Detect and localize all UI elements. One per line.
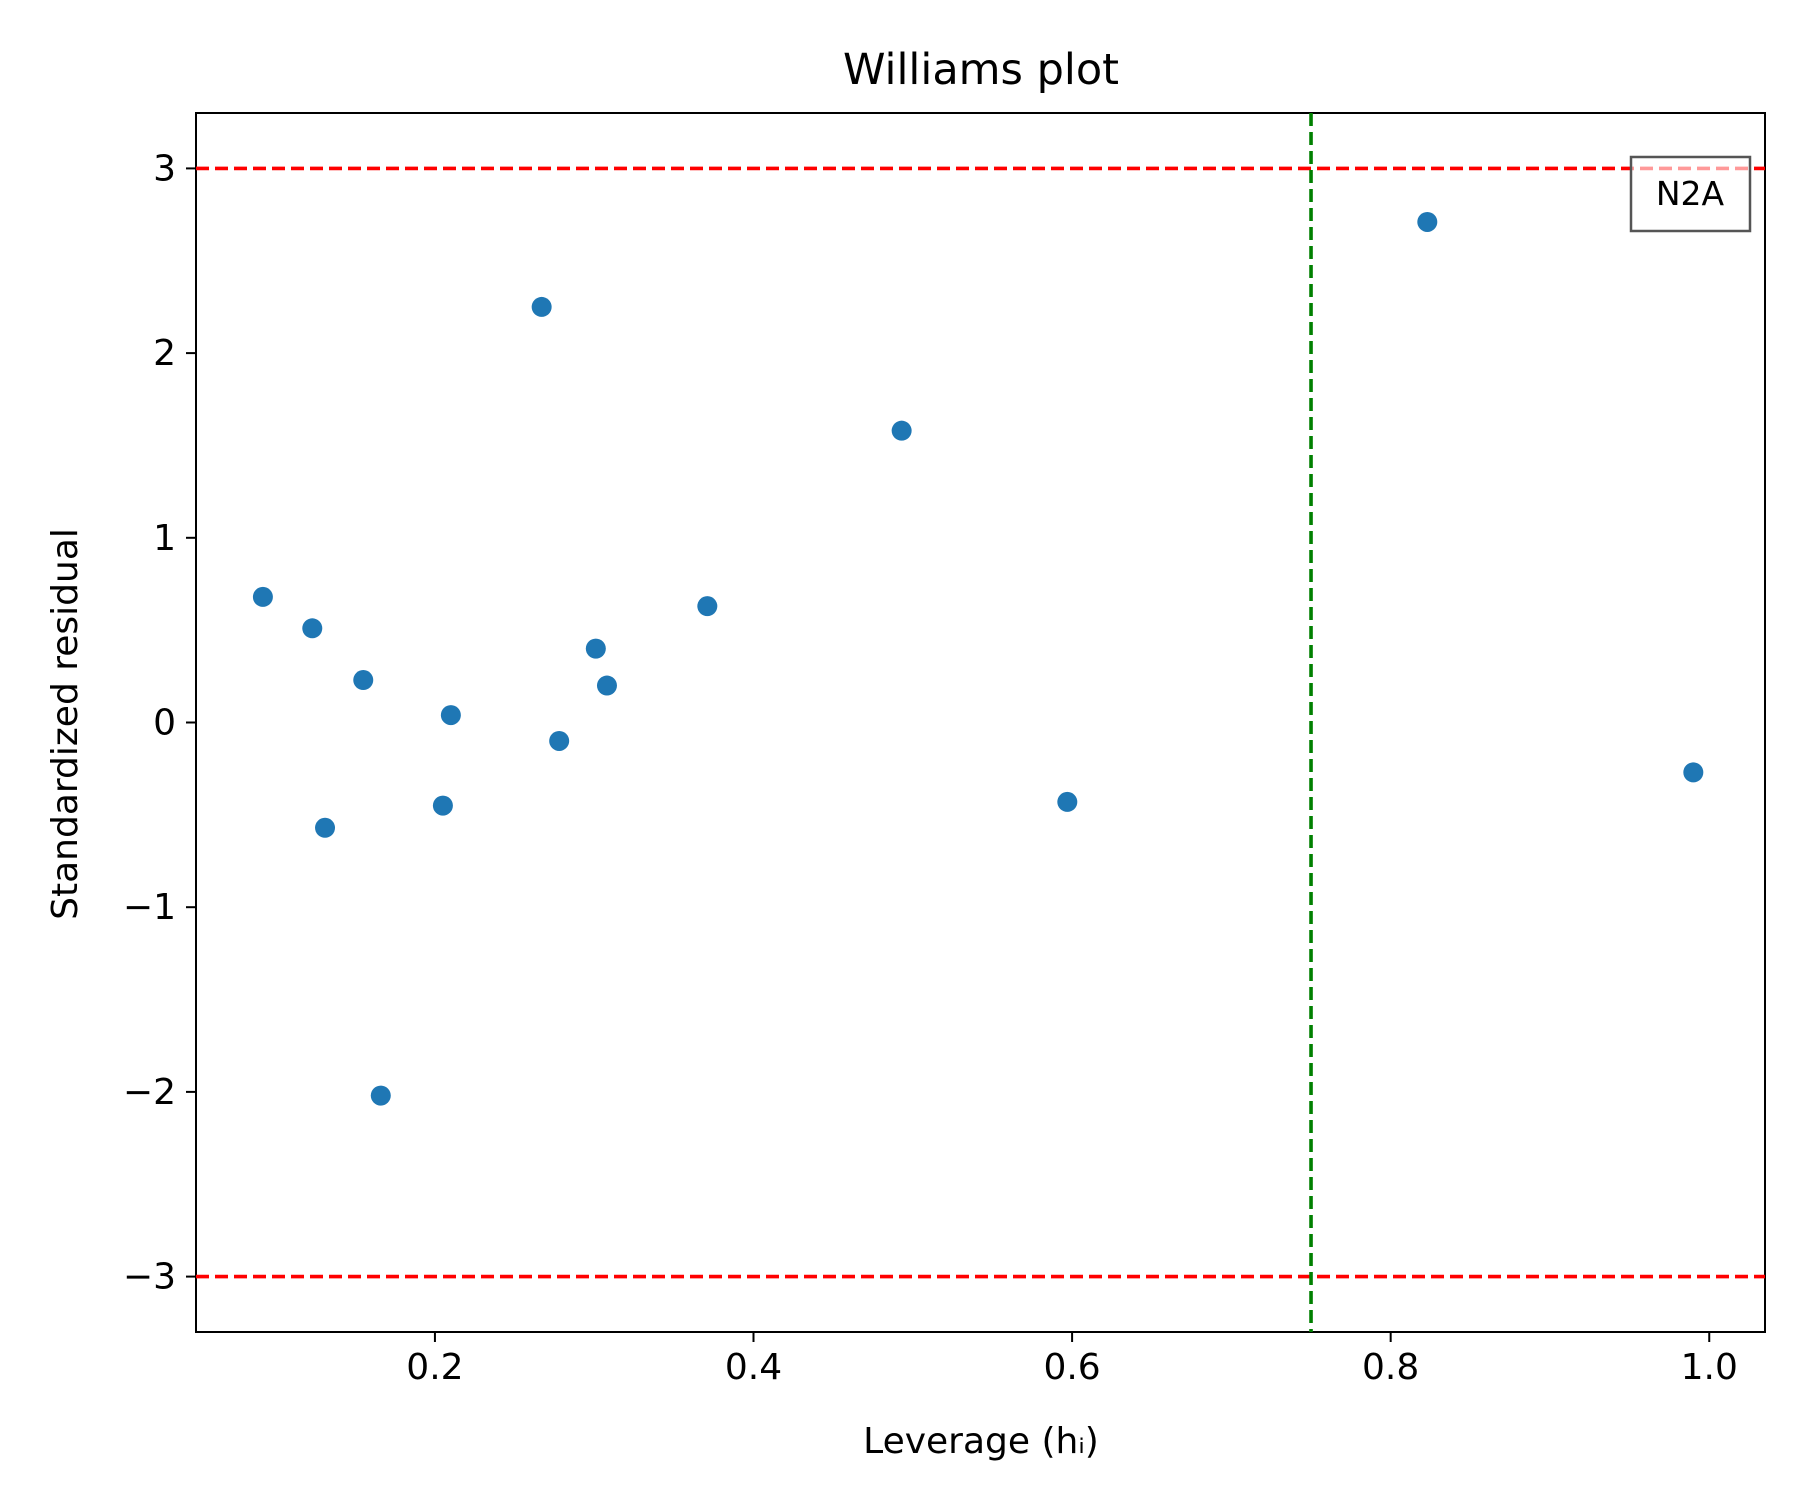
data-point xyxy=(440,705,461,726)
y-tick-label: 0 xyxy=(153,703,176,744)
data-point xyxy=(252,586,273,607)
data-point xyxy=(370,1085,391,1106)
chart-title: Williams plot xyxy=(843,45,1119,95)
x-tick-label: 0.8 xyxy=(1362,1347,1419,1388)
y-tick-label: 2 xyxy=(153,333,176,374)
x-tick-label: 1.0 xyxy=(1681,1347,1738,1388)
x-tick-label: 0.4 xyxy=(725,1347,782,1388)
data-point xyxy=(531,296,552,317)
data-point xyxy=(1683,762,1704,783)
y-tick-label: 1 xyxy=(153,518,176,559)
plot-area: 0.2 0.4 0.6 0.8 1.0 −3 −2 −1 0 1 2 3 N2A xyxy=(123,112,1766,1388)
x-tick-label: 0.2 xyxy=(406,1347,463,1388)
data-point xyxy=(432,795,453,816)
annotation-box xyxy=(1629,155,1752,233)
data-point xyxy=(1417,211,1438,232)
data-point xyxy=(1057,791,1078,812)
x-tick-label: 0.6 xyxy=(1043,1347,1100,1388)
y-tick-label: −1 xyxy=(123,887,176,928)
data-point xyxy=(697,596,718,617)
x-axis-label: Leverage (hᵢ) xyxy=(863,1421,1099,1462)
data-point xyxy=(302,618,323,639)
data-point xyxy=(549,730,570,751)
annotation-label: N2A xyxy=(1656,174,1725,213)
y-axis-label: Standardized residual xyxy=(45,528,86,920)
data-point xyxy=(585,638,606,659)
data-point xyxy=(891,420,912,441)
y-tick-label: −3 xyxy=(123,1257,176,1298)
data-point xyxy=(353,670,374,691)
y-tick-label: −2 xyxy=(123,1072,176,1113)
data-point xyxy=(596,675,617,696)
data-point xyxy=(315,817,336,838)
y-tick-label: 3 xyxy=(153,148,176,189)
